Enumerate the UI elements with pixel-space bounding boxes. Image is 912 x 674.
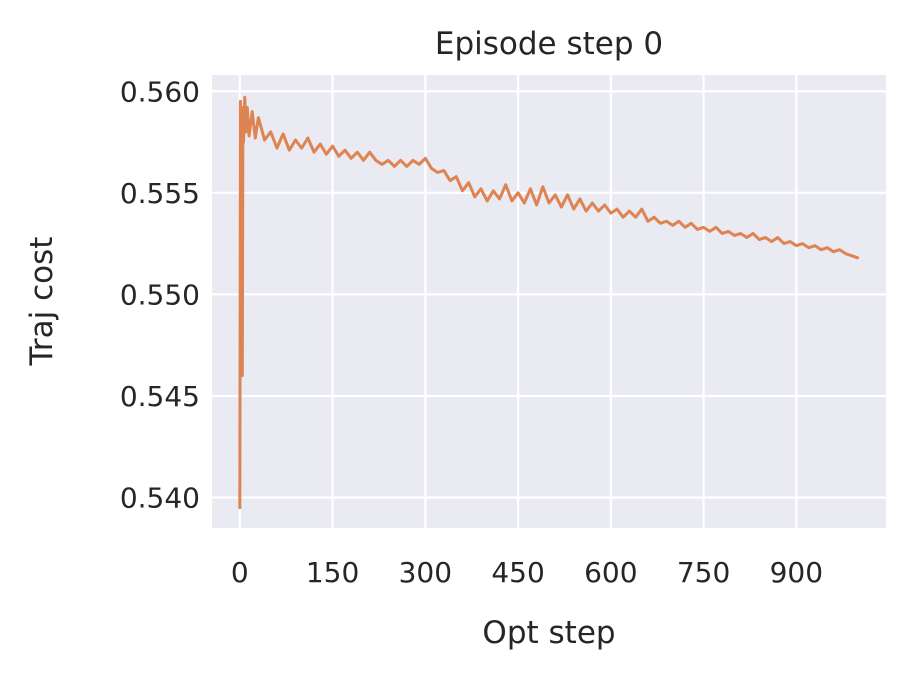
- x-tick-label: 600: [584, 556, 637, 589]
- grid: [212, 75, 886, 528]
- y-tick-label: 0.545: [120, 380, 200, 413]
- chart-title: Episode step 0: [435, 26, 663, 62]
- y-tick-label: 0.550: [120, 278, 200, 311]
- x-tick-label: 0: [231, 556, 249, 589]
- x-tick-labels: 0 150 300 450 600 750 900: [231, 556, 823, 589]
- series-line-0: [238, 95, 860, 510]
- x-tick-label: 900: [770, 556, 823, 589]
- series-layer: [238, 95, 860, 510]
- plot-area: [212, 75, 886, 528]
- y-axis-label: Traj cost: [24, 237, 60, 367]
- y-tick-label: 0.560: [120, 75, 200, 108]
- x-tick-label: 300: [399, 556, 452, 589]
- y-tick-label: 0.540: [120, 482, 200, 515]
- x-tick-label: 450: [491, 556, 544, 589]
- x-tick-label: 750: [677, 556, 730, 589]
- y-tick-labels: 0.540 0.545 0.550 0.555 0.560: [120, 75, 200, 514]
- y-tick-label: 0.555: [120, 177, 200, 210]
- x-tick-label: 150: [306, 556, 359, 589]
- x-axis-label: Opt step: [482, 615, 615, 651]
